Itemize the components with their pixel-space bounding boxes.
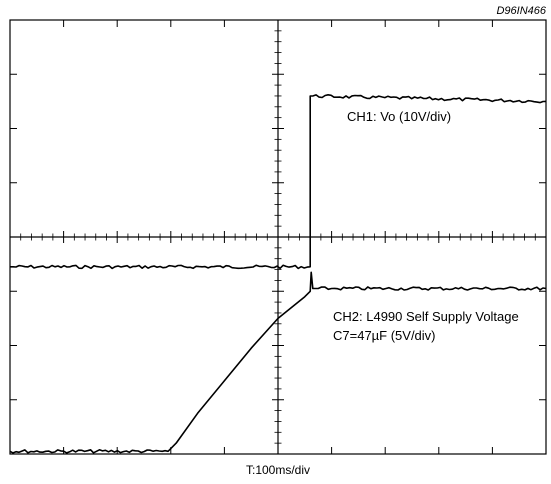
ch2-trace [9, 271, 547, 454]
figure-id: D96IN466 [496, 5, 546, 17]
ch1-label: CH1: Vo (10V/div) [347, 109, 451, 124]
ch2-label: CH2: L4990 Self Supply Voltage [333, 309, 519, 324]
traces [9, 94, 547, 454]
ch1-trace [10, 94, 547, 270]
x-axis-label: T:100ms/div [246, 463, 310, 477]
grid [10, 20, 546, 454]
ch2-sublabel: C7=47µF (5V/div) [333, 328, 436, 343]
